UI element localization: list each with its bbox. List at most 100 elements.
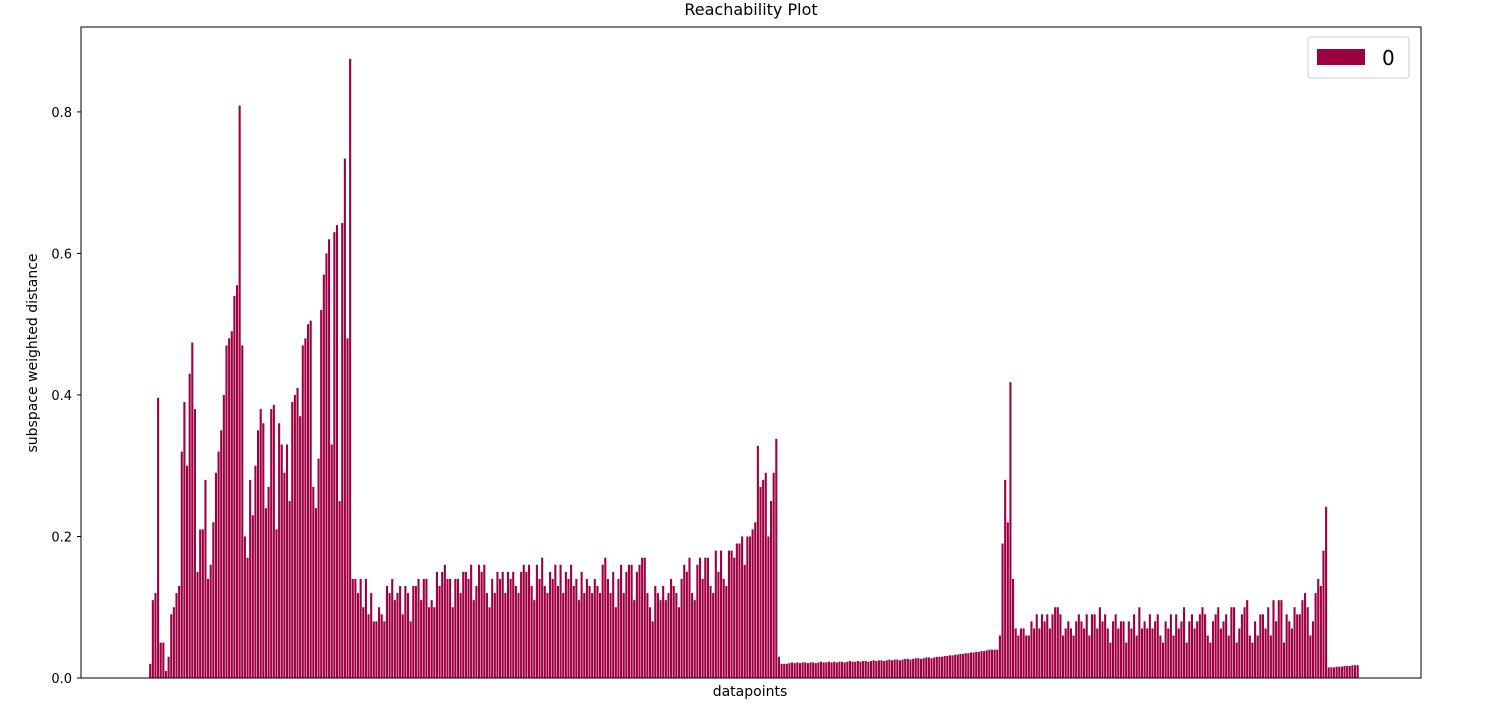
bar (149, 663, 152, 678)
bar (693, 600, 696, 678)
bar (325, 253, 328, 678)
bar (1017, 635, 1020, 678)
bar (309, 320, 312, 678)
bar (1251, 642, 1254, 678)
bar (1209, 642, 1212, 678)
bar (1035, 614, 1038, 678)
bar (1019, 628, 1023, 678)
bar (1140, 628, 1144, 678)
bar (727, 550, 730, 678)
bar (567, 578, 570, 678)
bar (1301, 600, 1304, 678)
legend-swatch (1317, 49, 1365, 65)
bar (793, 663, 796, 678)
bar (359, 578, 362, 678)
bar (670, 578, 673, 678)
bar (838, 661, 841, 678)
bar (1122, 621, 1125, 678)
bar (691, 593, 694, 678)
bar (259, 409, 262, 678)
bar (222, 394, 225, 678)
bar (1277, 600, 1280, 678)
bar (1219, 628, 1222, 678)
bar (643, 557, 646, 678)
bar (1175, 614, 1178, 678)
bar (1354, 665, 1357, 678)
bar (477, 564, 481, 678)
bar (1275, 621, 1278, 678)
bar (1264, 628, 1267, 678)
bar (846, 661, 849, 678)
bar (1133, 614, 1136, 678)
bar (475, 586, 478, 678)
bar (833, 661, 836, 678)
bar (783, 663, 786, 678)
bar (1156, 614, 1159, 678)
bar (504, 593, 507, 678)
bar (288, 501, 291, 678)
bar (488, 607, 491, 678)
bar (1317, 578, 1320, 678)
bar (517, 593, 520, 678)
bar (1196, 621, 1199, 678)
bar (1088, 635, 1091, 678)
bar (1151, 628, 1154, 678)
bar (630, 564, 633, 678)
bar (917, 658, 920, 678)
bar (1206, 635, 1209, 678)
bar (1083, 628, 1086, 678)
bar (1033, 628, 1036, 678)
bar (391, 578, 394, 678)
bar (814, 663, 817, 678)
bar (480, 571, 483, 678)
bar (1296, 614, 1299, 678)
bar (972, 652, 975, 678)
bar (759, 486, 762, 678)
bar (601, 564, 604, 678)
bar (938, 656, 941, 678)
bar (1343, 665, 1346, 678)
bar (1309, 635, 1312, 678)
bar (383, 621, 386, 678)
bar (756, 445, 759, 678)
bar (285, 444, 289, 678)
bar (854, 661, 857, 678)
bar (496, 571, 499, 678)
bar (733, 557, 736, 678)
bar (659, 600, 662, 678)
bar (1185, 642, 1188, 678)
bar (730, 550, 733, 678)
bar (1201, 607, 1204, 678)
bar (877, 660, 880, 678)
bar (743, 564, 746, 678)
bar (204, 479, 207, 678)
bar (1304, 593, 1307, 678)
bar (914, 658, 917, 678)
bar (919, 658, 923, 678)
bar (1348, 665, 1351, 678)
bar (296, 387, 299, 678)
bar (257, 430, 260, 678)
bar (990, 649, 994, 678)
bar (769, 501, 773, 678)
bar (851, 661, 854, 678)
bar (767, 536, 770, 678)
bar (809, 662, 812, 678)
bar (993, 649, 996, 678)
bar (1104, 614, 1107, 678)
bar (267, 486, 270, 678)
bar (812, 662, 815, 678)
bar (614, 607, 617, 678)
bar (599, 593, 602, 678)
bar (412, 586, 415, 678)
bar (1098, 607, 1101, 678)
bar (385, 586, 389, 678)
bar (178, 586, 181, 678)
bar (1319, 586, 1322, 678)
bar (1190, 614, 1193, 678)
bar (588, 586, 591, 678)
bar (546, 593, 549, 678)
bar (985, 650, 988, 678)
bar (1188, 621, 1191, 678)
bar (898, 660, 901, 678)
